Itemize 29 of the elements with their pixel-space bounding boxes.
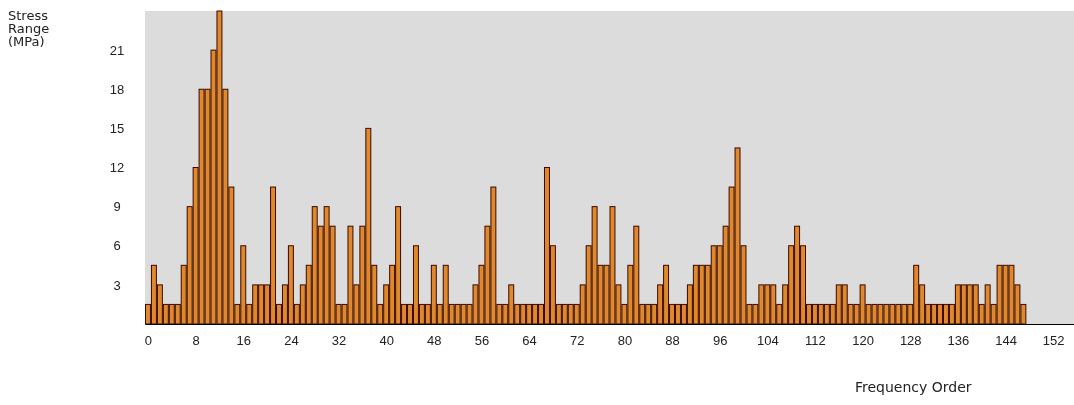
x-axis-title: Frequency Order bbox=[855, 379, 972, 395]
x-tick-label: 0 bbox=[144, 333, 153, 349]
y-tick-label: 12 bbox=[109, 160, 125, 176]
y-tick-label: 21 bbox=[109, 42, 125, 58]
x-tick-label: 8 bbox=[192, 333, 200, 349]
x-tick-label: 96 bbox=[712, 333, 728, 349]
x-tick-label: 72 bbox=[570, 333, 585, 349]
x-tick-label: 24 bbox=[284, 333, 299, 349]
y-tick-label: 15 bbox=[109, 121, 125, 137]
y-tick-label: 3 bbox=[113, 277, 121, 293]
x-tick-label: 48 bbox=[427, 333, 442, 349]
x-tick-label: 64 bbox=[522, 333, 537, 349]
x-tick-label: 104 bbox=[756, 333, 779, 349]
x-tick-label: 40 bbox=[379, 333, 394, 349]
x-tick-label: 152 bbox=[1042, 333, 1065, 349]
x-tick-label: 80 bbox=[617, 333, 633, 349]
y-tick-label: 6 bbox=[113, 238, 121, 254]
y-tick-label: 18 bbox=[109, 81, 125, 97]
x-tick-label: 136 bbox=[947, 333, 970, 349]
x-tick-label: 32 bbox=[331, 333, 347, 349]
x-tick-label: 112 bbox=[805, 333, 826, 349]
x-tick-label: 120 bbox=[852, 333, 874, 349]
x-tick-label: 144 bbox=[995, 333, 1017, 349]
x-tick-label: 88 bbox=[665, 333, 680, 349]
y-axis-title: Stress Range (MPa) bbox=[8, 8, 50, 49]
x-tick-label: 128 bbox=[899, 333, 922, 349]
y-tick-label: 9 bbox=[113, 199, 121, 215]
x-tick-label: 56 bbox=[474, 333, 490, 349]
x-tick-label: 16 bbox=[236, 333, 251, 349]
